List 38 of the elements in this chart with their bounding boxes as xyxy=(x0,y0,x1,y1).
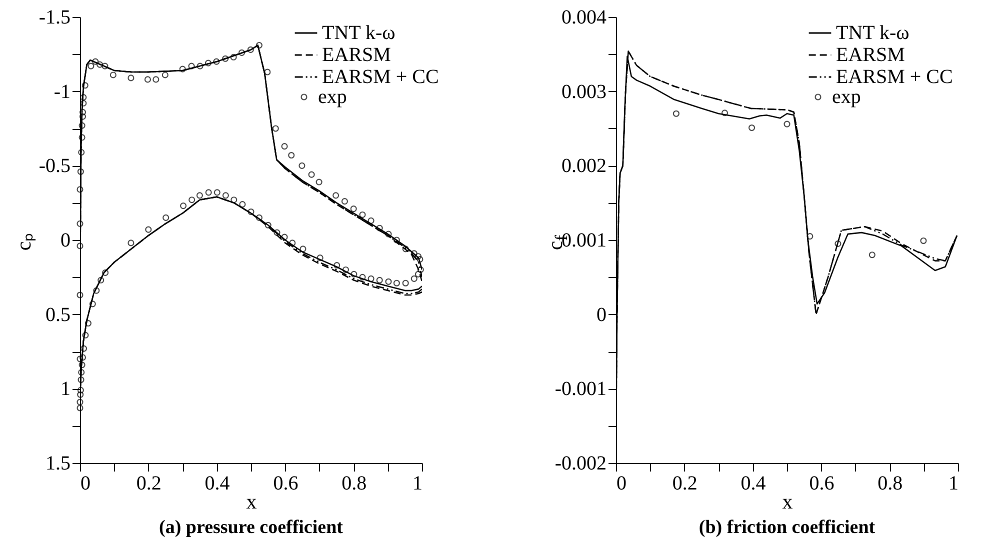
x-tick-label: 0.6 xyxy=(809,472,834,494)
x-tick-label: 0.8 xyxy=(878,472,903,494)
legend-label: EARSM xyxy=(322,44,392,66)
y-tick-label: -1 xyxy=(54,80,70,103)
x-tick-label: 0.8 xyxy=(342,472,367,494)
x-tick-label: 1 xyxy=(412,472,422,494)
legend-label: TNT k-ω xyxy=(322,22,396,44)
x-tick-label: 0.2 xyxy=(672,472,698,494)
y-tick-label: -1.5 xyxy=(38,6,70,28)
y-tick-label: -0.5 xyxy=(38,155,70,178)
x-tick-label: 0 xyxy=(616,472,626,494)
text: (a) pressure coefficient xyxy=(159,517,344,538)
text: (b) friction coefficient xyxy=(698,517,876,538)
x-tick-label: 0.6 xyxy=(273,472,298,494)
legend-label: EARSM + CC xyxy=(836,66,953,88)
x-tick-label: 0.4 xyxy=(204,472,230,494)
x-axis-title: x xyxy=(782,490,794,514)
y-tick-label: 1.5 xyxy=(46,452,70,474)
legend-label: exp xyxy=(832,86,861,108)
y-axis-title: cₚ xyxy=(10,233,37,251)
y-tick-label: 0.5 xyxy=(46,304,70,326)
x-tick-label: 0.4 xyxy=(740,472,766,494)
legend-label: EARSM + CC xyxy=(322,66,439,88)
y-tick-label: -0.001 xyxy=(554,378,606,400)
y-tick-label: 1 xyxy=(60,378,70,400)
x-axis-title: x xyxy=(246,490,258,514)
x-tick-label: 1 xyxy=(948,472,958,494)
y-tick-label: 0 xyxy=(596,304,606,326)
y-tick-label: -0.002 xyxy=(554,452,606,474)
y-tick-label: 0.003 xyxy=(562,80,606,103)
legend-label: exp xyxy=(318,86,347,108)
y-tick-label: 0 xyxy=(60,230,70,252)
legend-label: TNT k-ω xyxy=(836,22,910,44)
x-tick-label: 0 xyxy=(80,472,90,494)
legend-label: EARSM xyxy=(836,44,906,66)
x-tick-label: 0.2 xyxy=(136,472,162,494)
y-tick-label: 0.004 xyxy=(562,6,606,28)
y-tick-label: 0.002 xyxy=(562,155,606,178)
